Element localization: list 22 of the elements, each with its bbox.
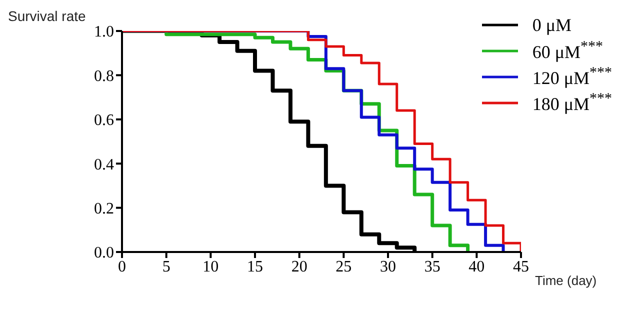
x-tick-label: 40 bbox=[468, 258, 485, 276]
y-tick-label: 0.4 bbox=[94, 156, 114, 174]
x-tick-label: 30 bbox=[380, 258, 396, 276]
x-tick-label: 45 bbox=[513, 258, 529, 276]
y-tick-label: 1.0 bbox=[94, 24, 114, 41]
y-tick-label: 0.6 bbox=[94, 112, 114, 130]
legend-label: 120 μM$^{***}$ bbox=[532, 65, 612, 88]
legend-label: 180 μM$^{***}$ bbox=[532, 91, 612, 114]
legend-label: 0 μM bbox=[532, 14, 572, 34]
x-tick-label: 35 bbox=[424, 258, 440, 276]
x-tick-label: 0 bbox=[118, 258, 126, 276]
y-axis-title: Survival rate bbox=[8, 8, 86, 24]
x-tick-label: 25 bbox=[336, 258, 352, 276]
y-tick-label: 0.8 bbox=[94, 68, 114, 85]
y-tick-label: 0.2 bbox=[94, 200, 114, 218]
legend-label: 60 μM$^{***}$ bbox=[532, 39, 603, 62]
x-tick-label: 15 bbox=[247, 258, 263, 276]
y-tick-label: 0.0 bbox=[94, 244, 114, 262]
x-tick-label: 10 bbox=[202, 258, 219, 276]
x-axis-title: Time (day) bbox=[535, 273, 597, 288]
x-tick-label: 20 bbox=[291, 258, 308, 276]
x-tick-label: 5 bbox=[162, 258, 170, 276]
